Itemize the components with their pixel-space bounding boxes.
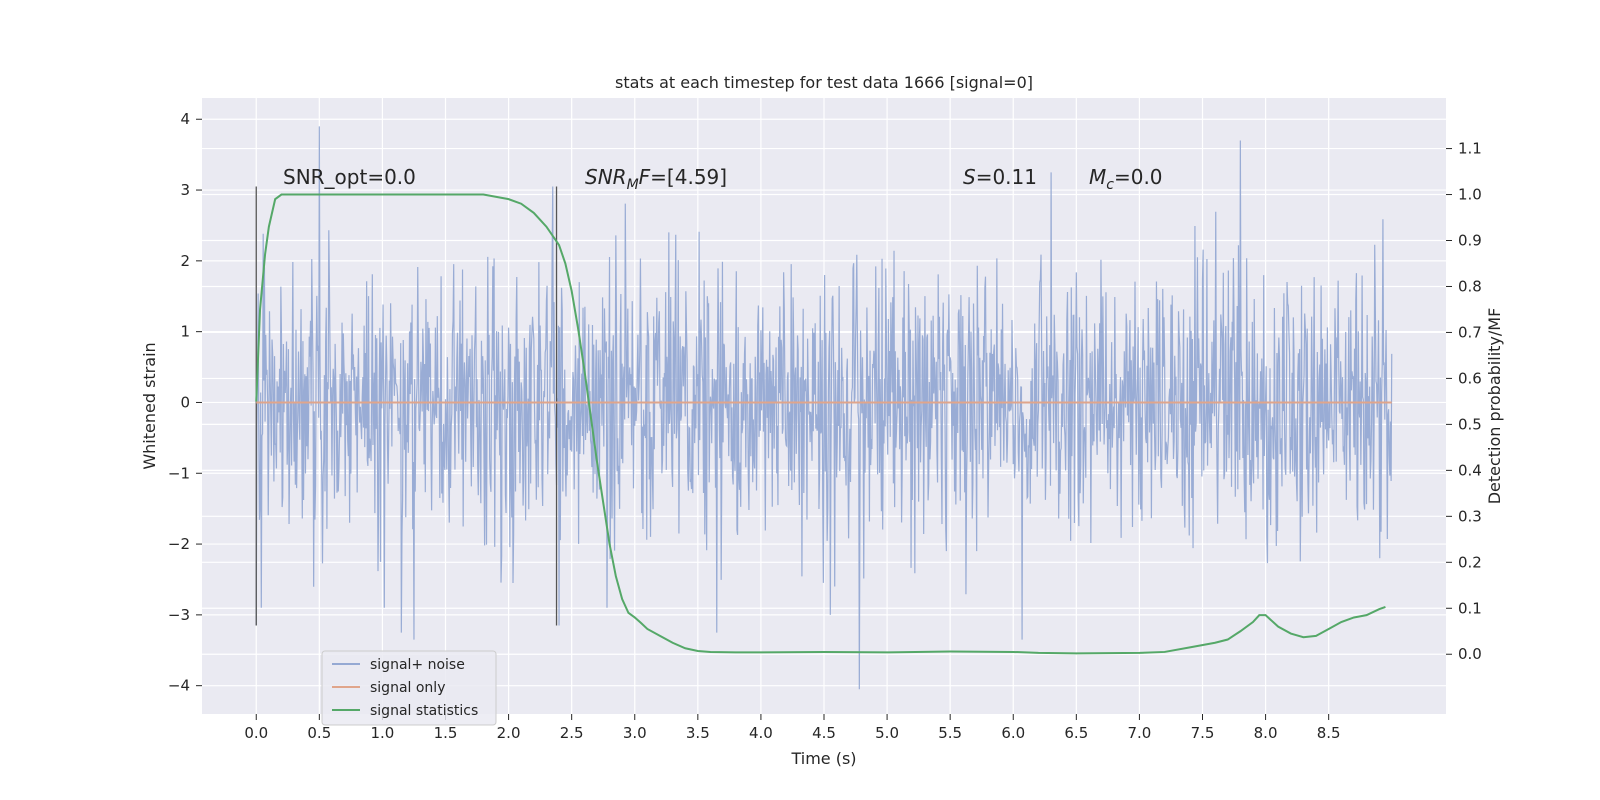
annotation-snr-mf: SNRMF=[4.59] xyxy=(585,165,727,193)
x-tick-label: 8.0 xyxy=(1254,724,1278,742)
y2-tick-label: 0.5 xyxy=(1458,415,1482,433)
annotation-snr-mf-name: SNR xyxy=(585,165,627,189)
x-tick-label: 1.5 xyxy=(434,724,458,742)
legend-label-signal-statistics: signal statistics xyxy=(370,703,478,719)
x-tick-label: 0.5 xyxy=(307,724,331,742)
y2-tick-label: 0.3 xyxy=(1458,507,1482,525)
legend-box xyxy=(321,650,497,726)
legend: signal+ noise signal only signal statist… xyxy=(321,650,497,726)
y2-tick-label: 0.4 xyxy=(1458,461,1482,479)
y2-tick-label: 0.6 xyxy=(1458,369,1482,387)
chart-title: stats at each timestep for test data 166… xyxy=(615,73,1033,92)
y-tick-label: 3 xyxy=(180,181,190,199)
y2-axis-ticks: 1.1 1.0 0.9 0.8 0.7 0.6 0.5 0.4 0.3 0.2 0.1 0.0 xyxy=(1446,140,1482,663)
y-tick-label: −1 xyxy=(168,464,190,482)
x-tick-label: 4.5 xyxy=(812,724,836,742)
y-tick-label: −2 xyxy=(168,535,190,553)
y-tick-label: −3 xyxy=(168,606,190,624)
y2-axis-label: Detection probability/MF xyxy=(1485,308,1504,505)
x-tick-label: 6.5 xyxy=(1064,724,1088,742)
series-signal-statistics xyxy=(255,193,1386,655)
y2-tick-label: 0.1 xyxy=(1458,599,1482,617)
x-tick-label: 1.0 xyxy=(370,724,394,742)
x-tick-label: 5.0 xyxy=(875,724,899,742)
y-tick-label: 1 xyxy=(180,323,190,341)
annotation-snr-opt: SNR_opt=0.0 xyxy=(283,165,416,189)
noise-trace xyxy=(255,126,1393,690)
window-markers xyxy=(255,186,558,626)
x-tick-label: 6.0 xyxy=(1001,724,1025,742)
x-tick-label: 3.0 xyxy=(623,724,647,742)
y2-tick-label: 0.9 xyxy=(1458,232,1482,250)
x-tick-label: 8.5 xyxy=(1317,724,1341,742)
y-axis-label: Whitened strain xyxy=(140,342,159,469)
x-axis-label: Time (s) xyxy=(790,749,856,768)
y2-tick-label: 0.0 xyxy=(1458,645,1482,663)
x-tick-label: 0.0 xyxy=(244,724,268,742)
x-axis-ticks: 0.0 0.5 1.0 1.5 2.0 2.5 3.0 3.5 4.0 4.5 5.0 5.5 6.0 6… xyxy=(244,714,1341,742)
annotation-mc-value: =0.0 xyxy=(1114,165,1163,189)
legend-label-signal-noise: signal+ noise xyxy=(370,657,465,673)
x-tick-label: 5.5 xyxy=(938,724,962,742)
y2-tick-label: 1.0 xyxy=(1458,186,1482,204)
annotation-snr-mf-name2: F xyxy=(639,165,651,189)
y-tick-label: 0 xyxy=(180,393,190,411)
x-tick-label: 7.0 xyxy=(1127,724,1151,742)
y2-tick-label: 0.7 xyxy=(1458,323,1482,341)
annotation-snr-mf-value: =[4.59] xyxy=(650,165,727,189)
y-axis-ticks: 4 3 2 1 0 −1 −2 −3 −4 xyxy=(168,110,202,695)
x-tick-label: 2.5 xyxy=(560,724,584,742)
y2-tick-label: 0.2 xyxy=(1458,553,1482,571)
y-tick-label: 2 xyxy=(180,252,190,270)
annotation-snr-mf-sub: M xyxy=(627,177,639,193)
annotation-mc-sub: c xyxy=(1106,177,1114,193)
x-tick-label: 2.0 xyxy=(497,724,521,742)
annotation-mc-name: M xyxy=(1089,165,1106,189)
x-tick-label: 7.5 xyxy=(1191,724,1215,742)
legend-label-signal-only: signal only xyxy=(370,680,445,696)
annotation-s-value: =0.11 xyxy=(976,165,1037,189)
annotation-mc: Mc=0.0 xyxy=(1089,165,1163,193)
x-tick-label: 4.0 xyxy=(749,724,773,742)
y-tick-label: −4 xyxy=(168,677,190,695)
y-tick-label: 4 xyxy=(180,110,190,128)
annotation-s: S=0.11 xyxy=(963,165,1037,189)
y2-tick-label: 1.1 xyxy=(1458,140,1482,158)
annotation-s-name: S xyxy=(963,165,976,189)
x-tick-label: 3.5 xyxy=(686,724,710,742)
y2-tick-label: 0.8 xyxy=(1458,277,1482,295)
signal-statistics-line xyxy=(255,193,1386,655)
series-signal-noise xyxy=(255,126,1393,690)
